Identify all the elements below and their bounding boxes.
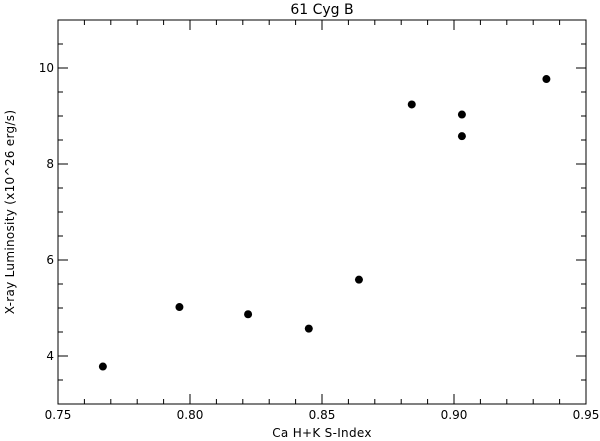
- x-tick-label: 0.75: [45, 408, 72, 422]
- chart-title: 61 Cyg B: [290, 2, 353, 18]
- data-point: [175, 303, 184, 312]
- y-tick-label: 10: [39, 61, 54, 75]
- data-point: [542, 75, 551, 84]
- data-point: [407, 100, 416, 109]
- data-point: [457, 132, 466, 141]
- x-tick-label: 0.90: [441, 408, 468, 422]
- data-point: [304, 324, 313, 333]
- plot-frame: [57, 19, 587, 405]
- data-point: [98, 362, 107, 371]
- axis-ticks: [57, 19, 587, 405]
- y-tick-label: 4: [46, 349, 54, 363]
- data-points: [98, 75, 551, 371]
- data-point: [457, 110, 466, 119]
- x-tick-label: 0.80: [177, 408, 204, 422]
- data-point: [354, 275, 363, 284]
- y-axis-label: X-ray Luminosity (x10^26 erg/s): [3, 110, 17, 315]
- y-tick-label: 6: [46, 253, 54, 267]
- data-point: [244, 310, 253, 319]
- x-tick-label: 0.95: [573, 408, 600, 422]
- tick-labels: 0.75 0.80 0.85 0.90 0.95 4 6 8 10: [39, 61, 600, 422]
- y-tick-label: 8: [46, 157, 54, 171]
- x-tick-label: 0.85: [309, 408, 336, 422]
- x-axis-label: Ca H+K S-Index: [272, 426, 372, 440]
